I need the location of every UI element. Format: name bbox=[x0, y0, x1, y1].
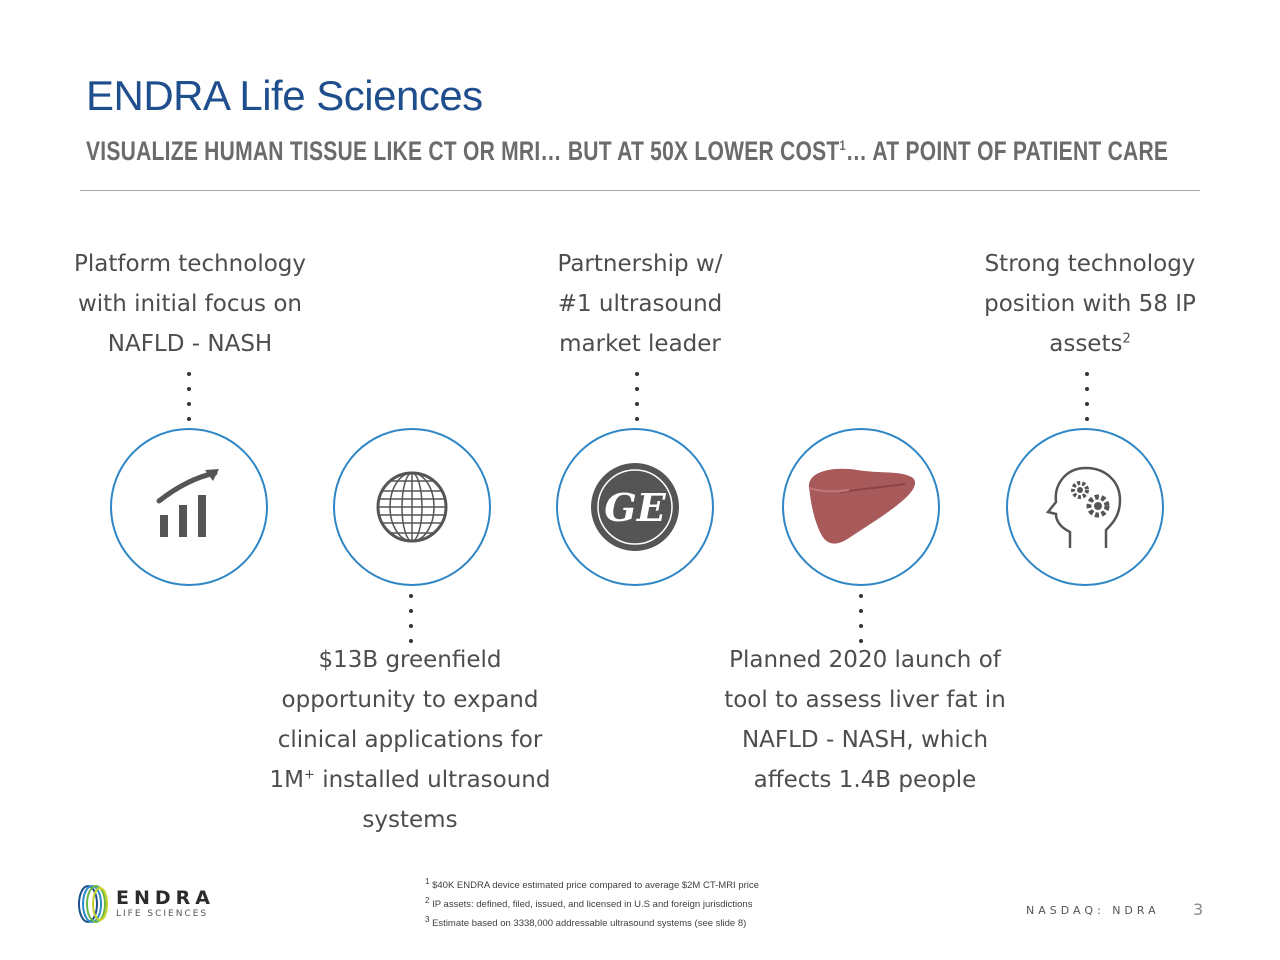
caption-greenfield: $13B greenfield opportunity to expand cl… bbox=[269, 647, 551, 833]
globe-icon bbox=[376, 471, 448, 543]
caption-technology: Strong technology position with 58 IP as… bbox=[984, 251, 1196, 357]
bar-chart-growth-icon bbox=[156, 469, 219, 537]
caption-platform: Platform technology with initial focus o… bbox=[73, 251, 307, 357]
connector-dots-2 bbox=[409, 594, 413, 654]
circle-ge: GE bbox=[556, 428, 714, 586]
endra-logo-mark bbox=[78, 885, 108, 923]
footnote-1: 1 $40K ENDRA device estimated price comp… bbox=[425, 877, 759, 892]
caption-partnership: Partnership w/ #1 ultrasound market lead… bbox=[557, 251, 723, 357]
footnotes: 1 $40K ENDRA device estimated price comp… bbox=[425, 874, 759, 931]
header-divider bbox=[80, 190, 1200, 191]
circle-liver bbox=[782, 428, 940, 586]
endra-logo: ENDRA LIFE SCIENCES bbox=[76, 884, 215, 924]
svg-text:GE: GE bbox=[604, 485, 666, 530]
page-number: 3 bbox=[1193, 900, 1204, 919]
connector-dots-3 bbox=[635, 372, 639, 432]
footnote-2: 2 IP assets: defined, filed, issued, and… bbox=[425, 896, 753, 911]
logo-name: ENDRA bbox=[116, 887, 215, 909]
connector-dots-1 bbox=[187, 372, 191, 432]
page-subtitle: VISUALIZE HUMAN TISSUE LIKE CT OR MRI… B… bbox=[86, 136, 1169, 166]
circle-growth bbox=[110, 428, 268, 586]
ge-logo: GE bbox=[591, 463, 679, 551]
liver-icon bbox=[808, 468, 916, 544]
logo-tagline: LIFE SCIENCES bbox=[116, 909, 209, 919]
connector-dots-5 bbox=[1085, 372, 1089, 432]
circle-globe bbox=[333, 428, 491, 586]
head-gears-icon bbox=[1045, 466, 1122, 548]
footnote-3: 3 Estimate based on 3338,000 addressable… bbox=[425, 915, 747, 930]
caption-launch: Planned 2020 launch of tool to assess li… bbox=[724, 647, 1006, 793]
connector-dots-4 bbox=[859, 594, 863, 654]
ticker: NASDAQ: NDRA bbox=[1026, 904, 1160, 917]
circle-head bbox=[1006, 428, 1164, 586]
page-title: ENDRA Life Sciences bbox=[86, 72, 483, 119]
